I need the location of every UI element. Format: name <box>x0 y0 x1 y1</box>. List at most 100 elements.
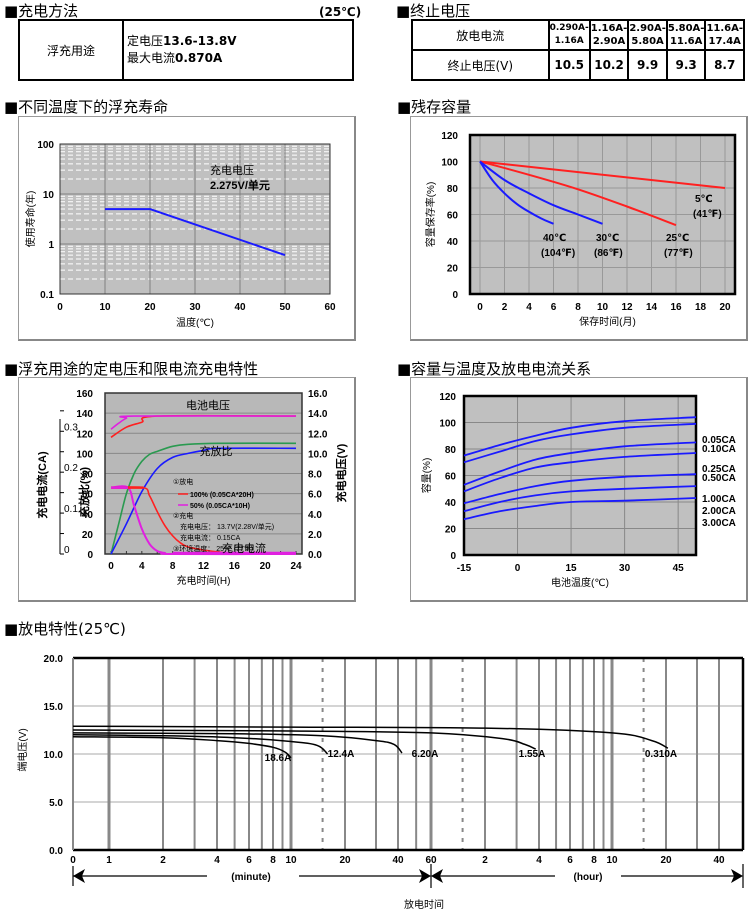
x-tick-label: 30 <box>619 563 631 574</box>
charge-use-label: 浮充用途 <box>18 19 124 81</box>
series-line-ratio-green <box>110 442 297 555</box>
x-tick-label: 15 <box>566 563 578 574</box>
y-tick-label-left: 40 <box>82 510 94 521</box>
series-line-2.00CA <box>463 485 697 513</box>
y-tick-label-right: 6.0 <box>308 490 322 501</box>
y-tick-label: 0 <box>452 290 458 301</box>
charge-current-label: 充电电流 <box>222 541 266 555</box>
x-tick-label: 20 <box>260 561 272 572</box>
charge-method-temp-note: (25℃) <box>319 5 362 19</box>
x-tick-label: 18 <box>695 302 707 313</box>
discharge-char-title: ■放电特性(25℃) <box>4 620 126 638</box>
plot-border <box>468 133 737 296</box>
plot-border <box>462 394 698 557</box>
residual-capacity-title: ■残存容量 <box>397 98 472 116</box>
const-voltage-value: 13.6-13.8V <box>163 34 237 48</box>
x-tick-label: 20 <box>719 302 731 313</box>
discharge-current-label: 放电电流 <box>411 19 550 51</box>
current-range-cell: 11.6A- 17.4A <box>704 19 745 51</box>
y-tick-label: 60 <box>445 472 457 483</box>
y-tick-label: 60 <box>447 211 459 222</box>
x-tick-label: 8 <box>170 561 176 572</box>
capacity-temp-chart: -15 0 15 30 450204060801001200.05CA0.10CA0.2… <box>420 392 736 589</box>
x-tick-label: 12 <box>198 561 210 572</box>
cutoff-voltage-label: 终止电压(V) <box>411 49 550 81</box>
x-tick-label: 0 <box>477 302 483 313</box>
series-label: 1.00CA <box>702 494 736 505</box>
x-tick-label-hour: 40 <box>713 855 725 866</box>
x-tick-label: 0 <box>57 302 63 313</box>
cutoff-voltage-title: ■终止电压 <box>396 2 471 20</box>
legend-charge-current: 充电电流： 0.15CA <box>180 533 241 542</box>
series-line-voltage-50 <box>110 415 297 430</box>
series-label: 0.310A <box>645 749 677 760</box>
series-line-0.310A <box>72 725 669 749</box>
y-tick-label-left: 0 <box>87 550 93 561</box>
max-current-value: 0.870A <box>175 51 223 65</box>
series-line-1.00CA <box>463 473 697 505</box>
x-tick-label: 60 <box>324 302 336 313</box>
x-tick-label: 16 <box>670 302 682 313</box>
y-axis-label-ratio: 充放比(%) <box>77 467 91 517</box>
y-tick-label-left: 60 <box>82 490 94 501</box>
y-tick-label: 100 <box>441 158 458 169</box>
series-sublabel: (86℉) <box>594 248 623 259</box>
charging-char-title: ■浮充用途的定电压和限电流充电特性 <box>4 360 259 378</box>
x-axis-label: 保存时间(月) <box>579 315 636 328</box>
x-tick-label: 14 <box>646 302 658 313</box>
x-tick-label-hour: 8 <box>591 855 597 866</box>
x-tick-label: 45 <box>673 563 685 574</box>
cutoff-voltage-value: 10.2 <box>588 49 630 81</box>
charge-values: 定电压13.6-13.8V 最大电流0.870A <box>122 19 354 81</box>
series-line-6.20A <box>72 732 403 754</box>
y-tick-label: 0.1 <box>40 290 54 301</box>
x-tick-label-minute: 0 <box>70 855 76 866</box>
x-tick-label: 8 <box>575 302 581 313</box>
series-label: 18.6A <box>265 753 292 764</box>
plot-border <box>59 143 331 295</box>
max-current-label: 最大电流 <box>127 51 176 65</box>
legend-charge-voltage: 充电电压： 13.7V(2.28V/单元) <box>180 522 274 531</box>
x-tick-label: 40 <box>234 302 246 313</box>
x-axis-label: 电池温度(℃) <box>551 576 609 589</box>
series-label: 0.10CA <box>702 444 736 455</box>
series-label: 25℃ <box>666 233 689 244</box>
x-tick-label: 4 <box>526 302 532 313</box>
y-tick-label-right: 14.0 <box>308 409 328 420</box>
y-tick-label: 40 <box>445 498 457 509</box>
legend-item-100: 100% (0.05CA*20H) <box>190 492 254 499</box>
series-sublabel: (41℉) <box>693 209 722 220</box>
y-tick-label: 120 <box>439 392 456 403</box>
y-tick-label: 120 <box>441 131 458 142</box>
float-life-chart: 0 10 20 30 40 50 60 0.1 1 10 100 充电电压2.275V/单元温度(℃)… <box>24 140 336 329</box>
y-tick-label: 5.0 <box>49 798 63 809</box>
x-tick-label-minute: 4 <box>214 855 220 866</box>
y-tick-label: 10 <box>43 190 55 201</box>
arrowhead-right-icon <box>731 869 743 883</box>
const-voltage-label: 定电压 <box>127 34 164 48</box>
x-tick-label: 50 <box>279 302 291 313</box>
x-tick-label-minute: 2 <box>160 855 166 866</box>
y-axis-label-voltage: 充电电压(V) <box>334 443 348 502</box>
y-axis-label: 端电压(V) <box>16 728 29 771</box>
series-label: 6.20A <box>412 749 439 760</box>
x-tick-label: 0 <box>108 561 114 572</box>
y-tick-label: 1 <box>48 240 54 251</box>
x-axis-label: 温度(℃) <box>176 316 214 329</box>
x-tick-label: 6 <box>551 302 557 313</box>
y-tick-label: 0 <box>450 551 456 562</box>
annotation-line2: 2.275V/单元 <box>210 178 270 192</box>
series-line-18.6A <box>72 735 292 759</box>
x-axis-label: 充电时间(H) <box>177 574 231 587</box>
current-range-cell: 1.16A- 2.90A <box>588 19 630 51</box>
legend-ambient: ③环境温度： 25℃ (77℉) <box>173 544 253 553</box>
x-tick-label: 0 <box>515 563 521 574</box>
y-tick-label-right: 2.0 <box>308 530 322 541</box>
charge-ratio-label: 充放比 <box>200 444 233 458</box>
y-tick-label: 80 <box>447 184 459 195</box>
series-line-0.50CA <box>463 452 697 493</box>
y-tick-label: 0.0 <box>49 846 63 857</box>
series-label: 1.55A <box>519 749 546 760</box>
y-tick-label-right: 12.0 <box>308 429 328 440</box>
